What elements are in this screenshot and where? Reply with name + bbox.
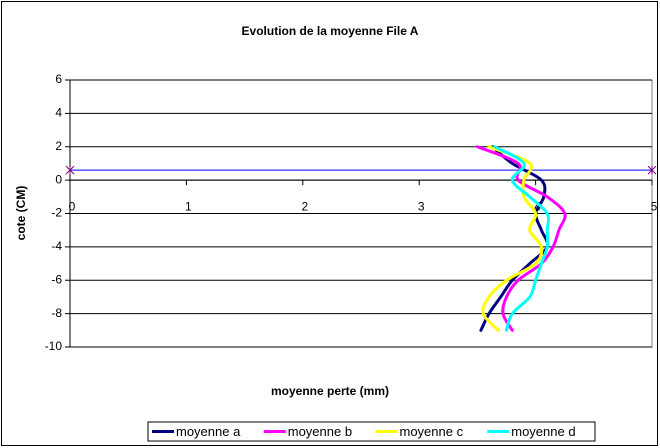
legend: moyenne a moyenne b moyenne c moyenne d <box>147 421 596 442</box>
y-tick-label: -8 <box>51 306 62 320</box>
series-line <box>479 145 550 332</box>
x-axis-title: moyenne perte (mm) <box>271 384 389 398</box>
y-tick-label: -6 <box>51 272 62 286</box>
legend-label: moyenne c <box>400 424 464 439</box>
y-tick-label: -4 <box>51 239 62 253</box>
series-line <box>493 145 551 332</box>
y-tick-label: 4 <box>55 106 62 120</box>
legend-label: moyenne a <box>176 424 241 439</box>
x-tick-label: 5 <box>651 199 658 213</box>
series-line <box>475 145 567 332</box>
y-axis-title: cote (CM) <box>14 186 28 241</box>
series-line <box>481 145 544 332</box>
x-tick-label: 2 <box>301 199 308 213</box>
legend-box <box>147 421 596 442</box>
y-tick-label: -2 <box>51 206 62 220</box>
y-tick-label: 6 <box>55 72 62 86</box>
y-tick-label: 2 <box>55 139 62 153</box>
reference-marker <box>65 165 75 175</box>
x-tick-label: 1 <box>185 199 192 213</box>
reference-marker <box>647 165 657 175</box>
x-tick-label: 3 <box>418 199 425 213</box>
y-tick-label: 0 <box>55 172 62 186</box>
legend-label: moyenne d <box>511 424 575 439</box>
legend-label: moyenne b <box>288 424 352 439</box>
chart-title: Evolution de la moyenne File A <box>242 24 419 38</box>
x-tick-label: 0 <box>69 199 76 213</box>
y-tick-label: -10 <box>45 339 63 353</box>
